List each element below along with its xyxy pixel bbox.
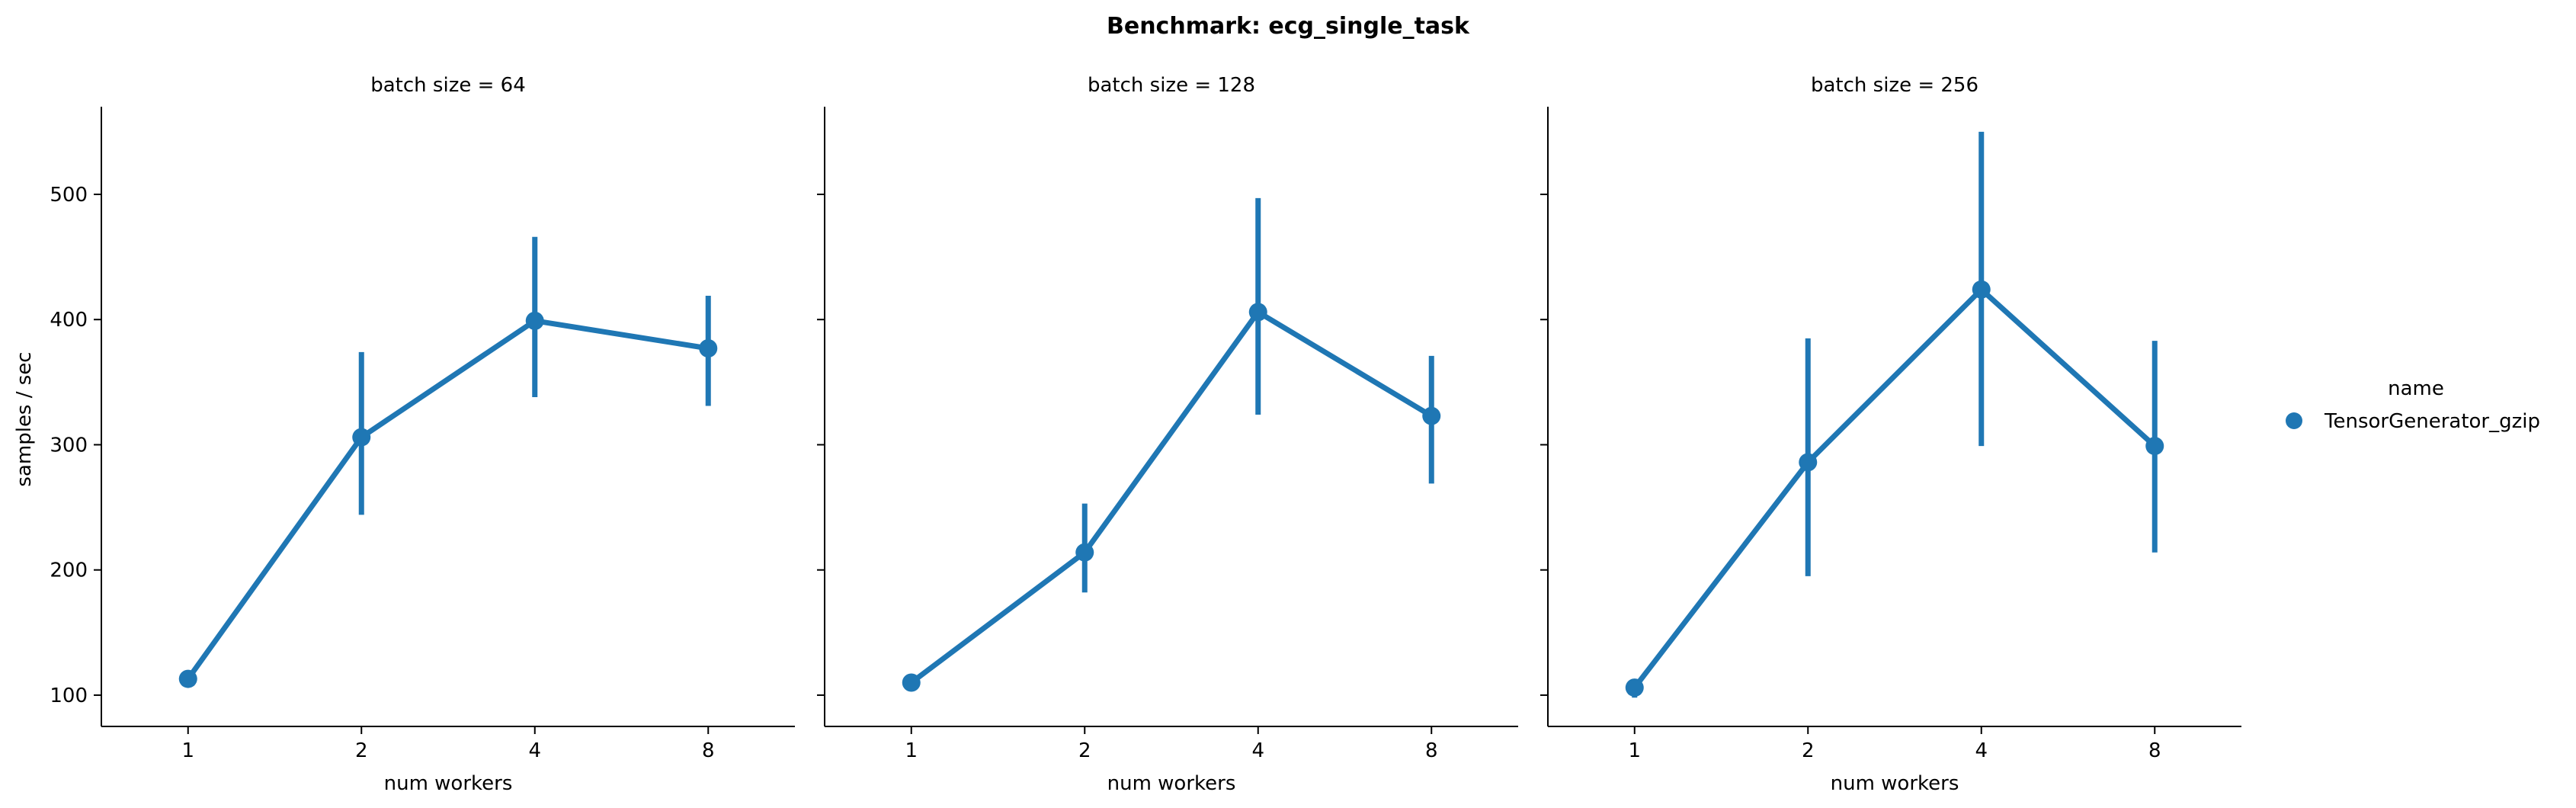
x-tick-label: 8	[1425, 739, 1438, 762]
y-axis-label: samples / sec	[13, 351, 36, 486]
y-tick-label: 400	[50, 309, 88, 332]
data-point	[1799, 453, 1818, 472]
y-tick-label: 100	[50, 685, 88, 707]
panel-3: batch size = 256 1 2 4 8 num workers	[1540, 74, 2241, 795]
legend-marker	[2286, 412, 2302, 429]
data-point	[699, 338, 718, 358]
x-tick-label: 4	[528, 739, 541, 762]
panels-layer: batch size = 64 100 200 300 400 500 1 2 4 8 num wo…	[50, 74, 2241, 795]
data-point	[1248, 303, 1267, 322]
x-tick-label: 8	[702, 739, 715, 762]
x-tick-label: 2	[1078, 739, 1091, 762]
panel-title: batch size = 64	[370, 74, 525, 97]
chart-title: Benchmark: ecg_single_task	[1107, 13, 1470, 40]
panel-1: batch size = 64 100 200 300 400 500 1 2 4 8 num wo…	[50, 74, 795, 795]
x-tick-label: 1	[1628, 739, 1641, 762]
x-tick-label: 1	[181, 739, 194, 762]
x-tick-label: 8	[2148, 739, 2161, 762]
panel-title: batch size = 256	[1811, 74, 1978, 97]
x-tick-label: 2	[1802, 739, 1815, 762]
x-tick-label: 4	[1251, 739, 1264, 762]
y-tick-label: 200	[50, 560, 88, 582]
data-point	[1422, 406, 1441, 425]
legend-title: name	[2388, 377, 2444, 400]
legend: name TensorGenerator_gzip	[2286, 377, 2540, 433]
data-point	[2145, 437, 2164, 456]
legend-entry-label: TensorGenerator_gzip	[2324, 410, 2540, 433]
x-tick-label: 1	[905, 739, 918, 762]
panel-title: batch size = 128	[1088, 74, 1255, 97]
series-line	[1632, 287, 2158, 691]
data-point	[1075, 543, 1094, 562]
y-tick-label: 300	[50, 434, 88, 457]
panel-2: batch size = 128 1 2 4 8 num workers	[817, 74, 1518, 795]
x-axis-label: num workers	[1831, 772, 1959, 795]
x-tick-label: 4	[1975, 739, 1988, 762]
data-point	[352, 428, 371, 447]
data-point	[525, 311, 544, 330]
data-point	[902, 673, 921, 692]
y-tick-label: 500	[50, 184, 88, 207]
series-line	[185, 318, 711, 682]
x-axis-label: num workers	[384, 772, 513, 795]
series-line	[908, 309, 1434, 686]
x-tick-label: 2	[355, 739, 368, 762]
data-point	[1625, 678, 1644, 697]
data-point	[1972, 280, 1991, 299]
data-point	[178, 669, 197, 688]
x-axis-label: num workers	[1107, 772, 1236, 795]
